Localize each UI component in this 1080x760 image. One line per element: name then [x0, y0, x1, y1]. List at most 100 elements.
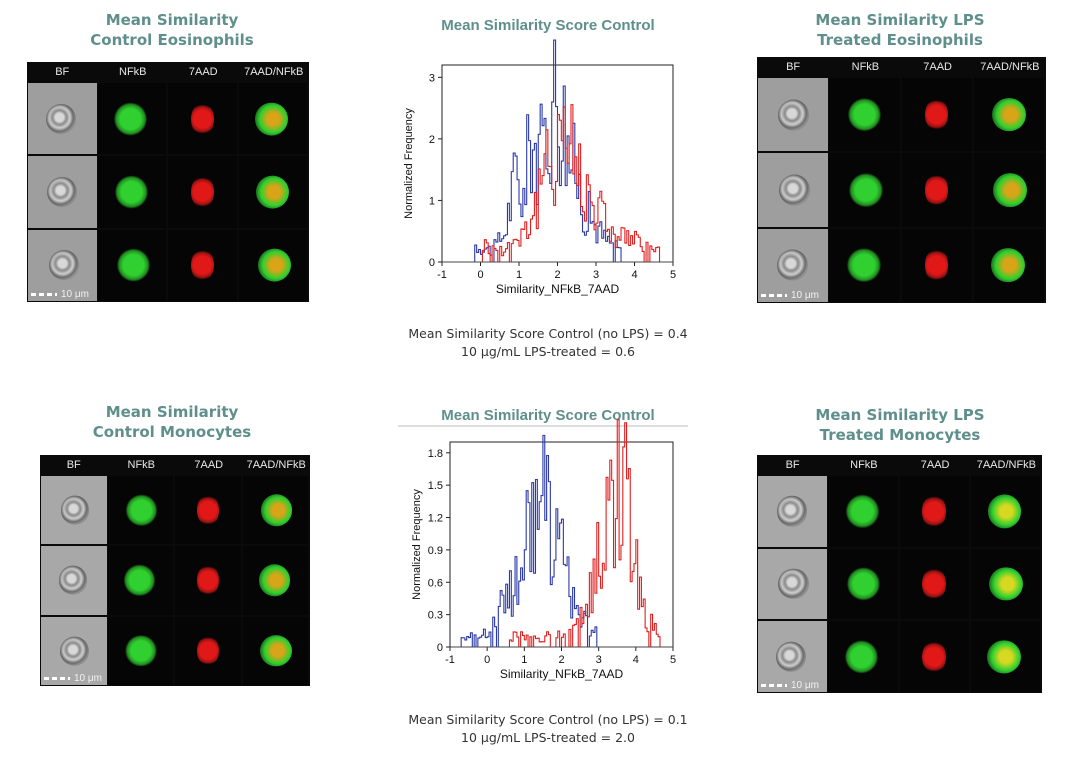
grid-cell: [758, 78, 829, 152]
y-tick-label: 0.6: [428, 577, 443, 589]
grid-header-nfkb: NFkB: [850, 459, 878, 471]
grid-cell: [899, 621, 969, 692]
histogram-series-control: [450, 434, 608, 648]
grid-cell: [828, 548, 898, 620]
grid-header-bf: BF: [785, 459, 800, 471]
image-grid-lps-eosinophils: BF NFkB 7AAD 7AAD/NFkB 10 μm: [757, 57, 1046, 303]
title-line-1: Mean Similarity: [105, 403, 239, 421]
grid-cell: [758, 228, 829, 302]
grid-header-nfkb: NFkB: [127, 459, 156, 471]
y-tick-label: 3: [429, 72, 435, 84]
title-control-eosinophils: Mean Similarity Control Eosinophils: [42, 10, 302, 50]
x-axis-label: Similarity_NFkB_7AAD: [500, 667, 624, 681]
plot-frame: [449, 441, 674, 648]
grid-cell: [758, 153, 829, 227]
cell-overlay-image: [993, 173, 1028, 207]
title-line-2: Control Monocytes: [92, 423, 252, 441]
cell-brightfield-image: [60, 495, 90, 525]
x-tick-label: 1: [521, 654, 527, 666]
title-line-1: Mean Similarity LPS: [815, 406, 985, 424]
grid-cell: [899, 548, 969, 620]
caption-eosinophils: Mean Similarity Score Control (no LPS) =…: [398, 325, 698, 361]
cell-overlay-image: [254, 102, 288, 136]
cell-overlay-image: [260, 635, 292, 667]
x-tick-label: 2: [558, 654, 564, 666]
cell-fluorescence-image: [844, 640, 879, 674]
cell-brightfield-image: [779, 174, 810, 206]
cell-brightfield-image: [776, 249, 808, 281]
grid-header-7aad-nfkb: 7AAD/NFkB: [246, 459, 306, 471]
histogram-series-lps-treated: [498, 419, 672, 648]
grid-cell: [97, 229, 166, 301]
y-tick-label: 2: [429, 134, 435, 146]
grid-header-7aad: 7AAD: [194, 459, 224, 471]
cell-fluorescence-image: [125, 635, 157, 667]
cell-overlay-image: [258, 564, 291, 597]
scale-bar-label: 10 μm: [74, 673, 102, 684]
grid-cell: [758, 621, 828, 692]
grid-cell: [970, 548, 1040, 620]
grid-header-7aad: 7AAD: [188, 66, 218, 78]
y-tick-label: 0: [429, 257, 435, 269]
cell-brightfield-image: [59, 636, 89, 666]
grid-cell: [107, 616, 173, 685]
title-line-2: Control Eosinophils: [90, 31, 254, 49]
cell-brightfield-image: [778, 568, 809, 600]
scale-bar: 10 μm: [761, 290, 819, 301]
grid-cell: [828, 476, 898, 547]
caption-line-2: 10 μg/mL LPS-treated = 0.6: [461, 344, 635, 359]
histogram-series-control: [461, 39, 633, 263]
y-tick-label: 0.9: [428, 545, 443, 557]
scale-bar: 10 μm: [761, 680, 819, 691]
grid-cell: [238, 156, 307, 228]
cell-overlay-image: [987, 640, 1021, 674]
grid-cell: [973, 228, 1044, 302]
grid-cell: [829, 78, 900, 152]
cell-fluorescence-image: [196, 564, 219, 597]
x-tick-label: -1: [437, 269, 447, 281]
grid-cell: [970, 621, 1040, 692]
grid-cell: [899, 476, 969, 547]
cell-fluorescence-image: [125, 494, 158, 526]
grid-cell: [758, 476, 828, 547]
cell-brightfield-image: [45, 103, 76, 134]
grid-cell: [175, 616, 241, 685]
title-lps-eosinophils: Mean Similarity LPS Treated Eosinophils: [770, 10, 1030, 50]
histogram-series-lps-treated: [468, 104, 672, 263]
title-control-monocytes: Mean Similarity Control Monocytes: [42, 402, 302, 442]
y-tick-label: 1.5: [428, 480, 443, 492]
grid-cell: [107, 546, 173, 615]
title-lps-monocytes: Mean Similarity LPS Treated Monocytes: [770, 405, 1030, 445]
scale-bar-line: [31, 293, 57, 296]
grid-cell: [758, 548, 828, 620]
scale-bar-line: [761, 294, 787, 297]
grid-header-nfkb: NFkB: [851, 61, 880, 73]
x-tick-label: -1: [445, 654, 455, 666]
cell-overlay-image: [257, 248, 291, 282]
grid-cell: [168, 156, 237, 228]
cell-fluorescence-image: [845, 494, 879, 528]
grid-cell: [41, 476, 107, 545]
grid-header-7aad: 7AAD: [920, 459, 950, 471]
cell-fluorescence-image: [190, 175, 214, 209]
cell-brightfield-image: [776, 641, 807, 672]
cell-fluorescence-image: [924, 248, 949, 283]
histogram-eosinophils: Mean Similarity Score Control-1 0 1 2 3 4 5012…: [403, 17, 676, 296]
cell-overlay-image: [988, 494, 1022, 528]
cell-fluorescence-image: [115, 175, 149, 209]
grid-cell: [242, 476, 308, 545]
grid-header-bf: BF: [55, 66, 70, 78]
y-tick-label: 0: [437, 642, 443, 654]
grid-header-nfkb: NFkB: [119, 66, 147, 78]
y-axis-label: Normalized Frequency: [403, 108, 415, 219]
grid-header-7aad: 7AAD: [923, 61, 952, 73]
grid-cell: [238, 83, 307, 155]
cell-brightfield-image: [777, 99, 809, 131]
y-axis-label: Normalized Frequency: [411, 489, 423, 600]
scale-bar-line: [761, 684, 787, 687]
cell-fluorescence-image: [190, 248, 214, 282]
cell-fluorescence-image: [922, 640, 946, 674]
grid-cell: [973, 153, 1044, 227]
grid-cell: [97, 156, 166, 228]
x-tick-label: 5: [670, 654, 676, 666]
